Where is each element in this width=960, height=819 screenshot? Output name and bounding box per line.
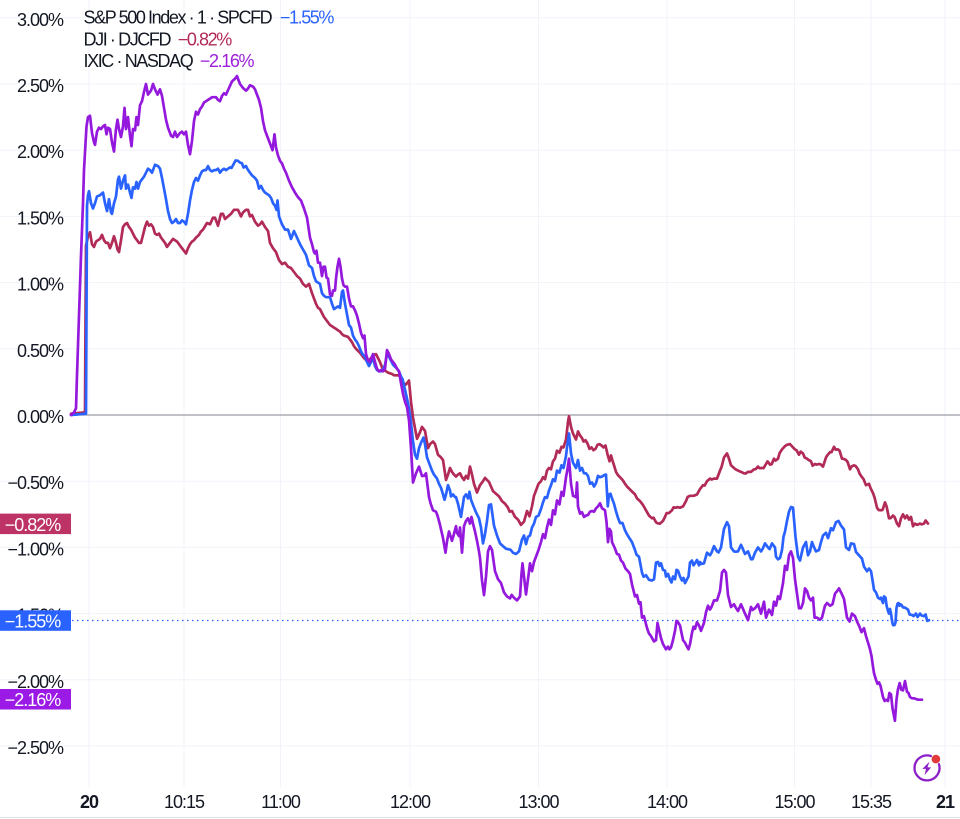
svg-text:11:00: 11:00 xyxy=(261,792,301,812)
svg-text:S&P 500 Index · 1 · SPCFD −1.5: S&P 500 Index · 1 · SPCFD −1.55% xyxy=(84,8,335,28)
svg-text:13:00: 13:00 xyxy=(518,792,559,812)
svg-text:2.00%: 2.00% xyxy=(17,142,64,162)
svg-text:−0.82%: −0.82% xyxy=(5,515,62,535)
svg-text:−1.55%: −1.55% xyxy=(5,611,62,631)
svg-text:−1.00%: −1.00% xyxy=(7,539,64,559)
svg-text:21: 21 xyxy=(936,792,955,812)
svg-text:−0.50%: −0.50% xyxy=(7,473,64,493)
svg-text:−2.00%: −2.00% xyxy=(7,672,64,692)
svg-text:14:00: 14:00 xyxy=(647,792,688,812)
svg-text:1.00%: 1.00% xyxy=(17,275,64,295)
svg-text:2.50%: 2.50% xyxy=(17,76,64,96)
svg-text:DJI · DJCFD −0.82%: DJI · DJCFD −0.82% xyxy=(84,30,233,50)
svg-text:0.50%: 0.50% xyxy=(17,341,64,361)
svg-text:12:00: 12:00 xyxy=(390,792,431,812)
svg-text:15:00: 15:00 xyxy=(774,792,815,812)
svg-text:IXIC · NASDAQ −2.16%: IXIC · NASDAQ −2.16% xyxy=(84,51,255,71)
svg-text:20: 20 xyxy=(80,792,99,812)
svg-text:3.00%: 3.00% xyxy=(17,10,64,30)
svg-text:1.50%: 1.50% xyxy=(17,208,64,228)
svg-text:10:15: 10:15 xyxy=(164,792,205,812)
svg-text:−2.50%: −2.50% xyxy=(7,738,64,758)
svg-text:15:35: 15:35 xyxy=(851,792,892,812)
svg-text:−2.16%: −2.16% xyxy=(5,690,62,710)
svg-text:0.00%: 0.00% xyxy=(17,407,64,427)
